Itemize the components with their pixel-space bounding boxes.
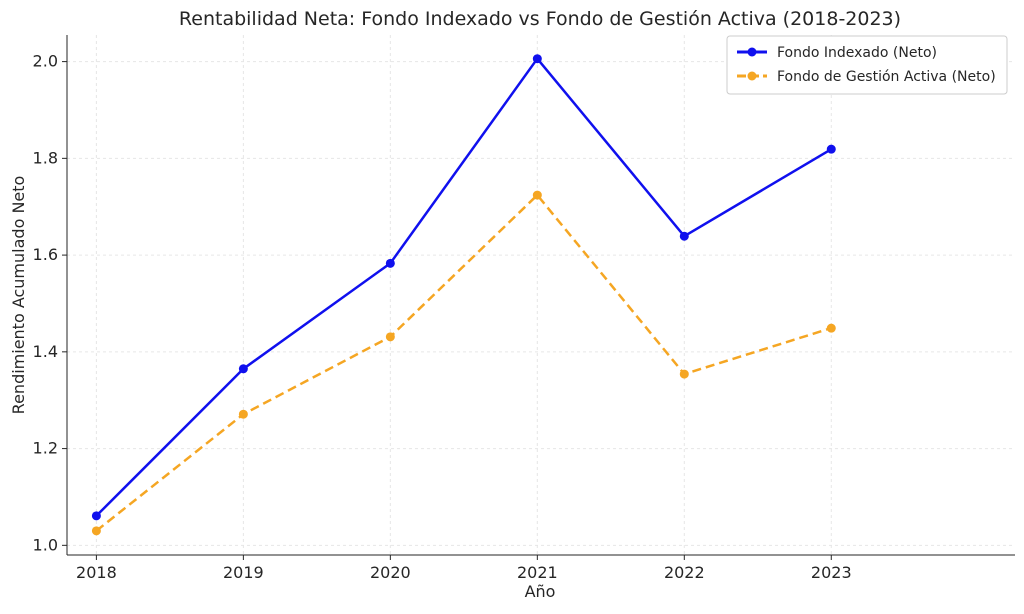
x-tick-label: 2019 [223,563,264,582]
series-1-point [532,190,542,200]
series-0-point [238,364,248,374]
series-1-point [91,526,101,536]
series-1-point [385,332,395,342]
x-ticks: 2018 2019 2020 2021 2022 2023 [76,555,852,582]
y-axis-label: Rendimiento Acumulado Neto [9,176,28,415]
x-tick-label: 2021 [517,563,558,582]
y-tick-label: 1.0 [33,535,58,554]
legend-box [726,35,1008,95]
series-1-point [238,409,248,419]
chart-title: Rentabilidad Neta: Fondo Indexado vs Fon… [179,8,901,30]
series-0-point [532,54,542,64]
legend-marker-0 [747,47,757,57]
series-1-point [826,323,836,333]
series-0-point [679,231,689,241]
series-line-0 [95,57,832,517]
x-tick-label: 2020 [370,563,411,582]
grid [67,35,1015,555]
legend-marker-1 [747,71,757,81]
y-tick-label: 2.0 [33,52,58,71]
series-0-point [385,258,395,268]
legend-label-0: Fondo Indexado (Neto) [777,45,937,61]
series-line-1 [95,193,832,532]
legend: Fondo Indexado (Neto) Fondo de Gestión A… [726,35,1008,95]
series-1-point [679,369,689,379]
legend-label-1: Fondo de Gestión Activa (Neto) [777,69,996,85]
y-tick-label: 1.8 [33,148,58,167]
x-tick-label: 2022 [664,563,705,582]
x-axis-label: Año [525,582,556,601]
series-0-point [91,511,101,521]
series [91,54,836,536]
series-0-point [826,144,836,154]
y-ticks: 1.0 1.2 1.4 1.6 1.8 2.0 [33,52,67,554]
y-tick-label: 1.6 [33,245,58,264]
axes [66,35,1015,556]
y-tick-label: 1.2 [33,439,58,458]
y-tick-label: 1.4 [33,342,58,361]
x-tick-label: 2018 [76,563,117,582]
x-tick-label: 2023 [811,563,852,582]
